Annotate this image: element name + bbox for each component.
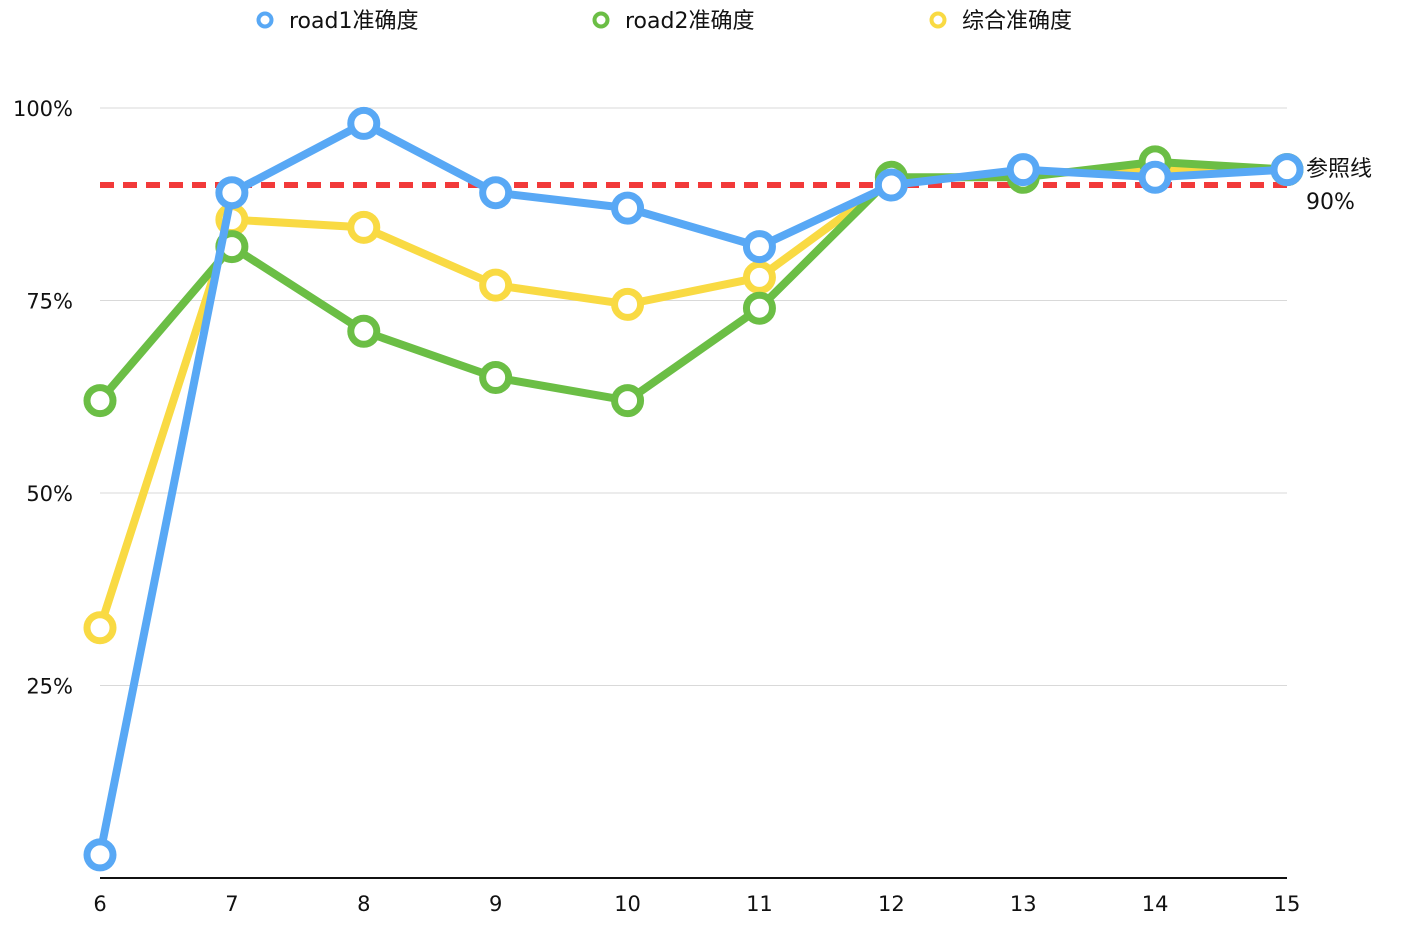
legend: road1准确度 road2准确度 综合准确度 xyxy=(256,9,1072,34)
series-line xyxy=(96,157,1291,405)
x-tick-label: 11 xyxy=(746,892,773,916)
x-tick-label: 9 xyxy=(489,892,502,916)
data-point xyxy=(611,287,645,321)
data-point xyxy=(83,611,117,645)
x-tick-label: 8 xyxy=(357,892,370,916)
x-tick-label: 13 xyxy=(1010,892,1037,916)
data-point xyxy=(1006,153,1040,187)
series-lines xyxy=(83,106,1304,872)
y-tick-label: 50% xyxy=(26,482,73,506)
legend-item: road1准确度 xyxy=(256,9,418,34)
tick-labels: 25% 50% 75% 100% 6 7 8 9 10 11 12 13 14 15 xyxy=(13,97,1300,916)
legend-item: 综合准确度 xyxy=(929,9,1072,34)
data-point xyxy=(347,106,381,140)
x-tick-label: 6 xyxy=(93,892,106,916)
x-tick-label: 14 xyxy=(1142,892,1169,916)
data-point xyxy=(874,168,908,202)
legend-label: road2准确度 xyxy=(625,9,754,34)
data-point xyxy=(611,191,645,225)
data-point xyxy=(479,361,513,394)
data-point xyxy=(347,210,381,244)
data-point xyxy=(479,176,513,210)
reference-line-group: 参照线 90% xyxy=(100,157,1372,215)
x-tick-label: 7 xyxy=(225,892,238,916)
reference-line-label: 参照线 xyxy=(1306,157,1372,182)
data-point xyxy=(83,838,117,872)
legend-marker xyxy=(592,11,610,29)
series-group xyxy=(83,106,1304,872)
data-point xyxy=(83,384,117,418)
data-point xyxy=(347,314,381,348)
data-point xyxy=(215,176,249,210)
series-group xyxy=(83,145,1304,418)
data-point xyxy=(1138,160,1172,194)
data-point xyxy=(1270,153,1304,187)
y-tick-label: 75% xyxy=(26,290,73,314)
x-tick-label: 12 xyxy=(878,892,905,916)
legend-label: 综合准确度 xyxy=(962,9,1072,34)
data-point xyxy=(742,230,776,264)
series-line xyxy=(96,119,1291,859)
reference-line-value: 90% xyxy=(1306,190,1355,215)
grid-lines xyxy=(100,107,1287,686)
data-point xyxy=(742,291,776,325)
y-tick-label: 100% xyxy=(13,97,73,121)
x-tick-label: 15 xyxy=(1274,892,1301,916)
series-line xyxy=(96,165,1291,632)
data-point xyxy=(611,384,645,418)
data-point xyxy=(742,260,776,294)
legend-marker xyxy=(256,11,274,29)
x-tick-label: 10 xyxy=(614,892,641,916)
y-tick-label: 25% xyxy=(26,675,73,699)
legend-item: road2准确度 xyxy=(592,9,754,34)
data-point xyxy=(479,268,513,302)
legend-marker xyxy=(929,11,947,29)
legend-label: road1准确度 xyxy=(289,9,418,34)
